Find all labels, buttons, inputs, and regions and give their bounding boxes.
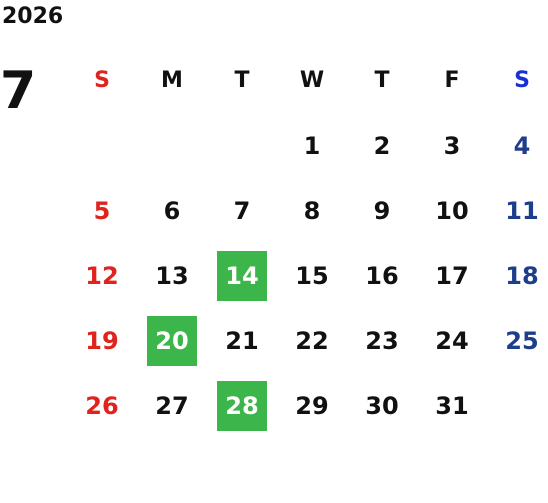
weeks-container: 1 2 3 4 5 6 7 8 9 10 11 12 13 14 15 16 17 18 19 20 21 22 23 24 2… — [67, 113, 548, 438]
day-cell[interactable]: 9 — [347, 186, 417, 236]
weekday-header-label: M — [161, 68, 183, 93]
weekday-header-thu: T — [347, 56, 417, 106]
day-cell[interactable]: 4 — [487, 121, 548, 171]
weekday-header-fri: F — [417, 56, 487, 106]
day-cell[interactable]: 11 — [487, 186, 548, 236]
weekday-header-sun: S — [67, 56, 137, 106]
day-number: 9 — [373, 196, 391, 225]
day-number: 31 — [435, 391, 469, 420]
day-cell[interactable]: 29 — [277, 381, 347, 431]
day-cell[interactable]: 28 — [207, 380, 277, 431]
empty-day-cell — [207, 121, 277, 171]
day-cell[interactable]: 13 — [137, 251, 207, 301]
day-number: 24 — [435, 326, 469, 355]
day-number: 18 — [505, 261, 539, 290]
day-number: 30 — [365, 391, 399, 420]
day-cell[interactable]: 5 — [67, 186, 137, 236]
day-cell[interactable]: 20 — [137, 315, 207, 366]
weekday-header-label: F — [444, 68, 460, 93]
day-cell[interactable]: 6 — [137, 186, 207, 236]
empty-day-cell — [137, 121, 207, 171]
day-cell[interactable]: 2 — [347, 121, 417, 171]
day-number: 28 — [217, 380, 267, 431]
day-number: 21 — [225, 326, 259, 355]
day-cell[interactable]: 19 — [67, 316, 137, 366]
day-cell[interactable]: 27 — [137, 381, 207, 431]
calendar-grid: S M T W T F S 1 2 3 4 5 6 7 8 9 10 11 12 13 14 15 16 17 1… — [67, 48, 548, 438]
day-cell[interactable]: 7 — [207, 186, 277, 236]
day-number: 20 — [147, 315, 197, 366]
weekday-header-label: T — [374, 68, 390, 93]
empty-day-cell — [487, 381, 548, 431]
weekday-header-label: T — [234, 68, 250, 93]
day-number: 17 — [435, 261, 469, 290]
day-number: 5 — [93, 196, 111, 225]
week-row: 19 20 21 22 23 24 25 — [67, 308, 548, 373]
weekday-header-mon: M — [137, 56, 207, 106]
weekday-header-sat: S — [487, 56, 548, 106]
week-row: 26 27 28 29 30 31 — [67, 373, 548, 438]
weekday-header-label: W — [299, 68, 325, 93]
empty-day-cell — [67, 121, 137, 171]
day-number: 26 — [85, 391, 119, 420]
day-cell[interactable]: 15 — [277, 251, 347, 301]
day-cell[interactable]: 8 — [277, 186, 347, 236]
day-number: 19 — [85, 326, 119, 355]
day-cell[interactable]: 25 — [487, 316, 548, 366]
day-number: 14 — [217, 250, 267, 301]
day-number: 12 — [85, 261, 119, 290]
week-row: 1 2 3 4 — [67, 113, 548, 178]
week-row: 12 13 14 15 16 17 18 — [67, 243, 548, 308]
weekday-header-row: S M T W T F S — [67, 48, 548, 113]
day-cell[interactable]: 18 — [487, 251, 548, 301]
day-number — [217, 121, 267, 171]
month-label: 7 — [0, 61, 37, 121]
day-number: 22 — [295, 326, 329, 355]
day-number: 15 — [295, 261, 329, 290]
day-number: 13 — [155, 261, 189, 290]
day-number: 11 — [505, 196, 539, 225]
day-cell[interactable]: 30 — [347, 381, 417, 431]
day-number: 7 — [233, 196, 251, 225]
day-number: 29 — [295, 391, 329, 420]
day-cell[interactable]: 14 — [207, 250, 277, 301]
day-cell[interactable]: 17 — [417, 251, 487, 301]
day-cell[interactable]: 24 — [417, 316, 487, 366]
day-number: 23 — [365, 326, 399, 355]
week-row: 5 6 7 8 9 10 11 — [67, 178, 548, 243]
day-number — [77, 121, 127, 171]
day-number: 6 — [163, 196, 181, 225]
weekday-header-label: S — [94, 68, 110, 93]
day-number: 10 — [435, 196, 469, 225]
day-cell[interactable]: 1 — [277, 121, 347, 171]
day-cell[interactable]: 16 — [347, 251, 417, 301]
day-cell[interactable]: 26 — [67, 381, 137, 431]
day-cell[interactable]: 12 — [67, 251, 137, 301]
day-cell[interactable]: 21 — [207, 316, 277, 366]
day-number: 3 — [443, 131, 461, 160]
day-number: 1 — [303, 131, 321, 160]
day-number: 2 — [373, 131, 391, 160]
day-cell[interactable]: 22 — [277, 316, 347, 366]
weekday-header-tue: T — [207, 56, 277, 106]
day-number: 25 — [505, 326, 539, 355]
day-number: 4 — [513, 131, 531, 160]
day-cell[interactable]: 23 — [347, 316, 417, 366]
day-cell[interactable]: 10 — [417, 186, 487, 236]
day-number: 27 — [155, 391, 189, 420]
day-number: 16 — [365, 261, 399, 290]
day-number: 8 — [303, 196, 321, 225]
day-number — [147, 121, 197, 171]
weekday-header-wed: W — [277, 56, 347, 106]
weekday-header-label: S — [514, 68, 530, 93]
year-label: 2026 — [2, 4, 64, 29]
day-cell[interactable]: 31 — [417, 381, 487, 431]
day-number — [497, 381, 547, 431]
day-cell[interactable]: 3 — [417, 121, 487, 171]
